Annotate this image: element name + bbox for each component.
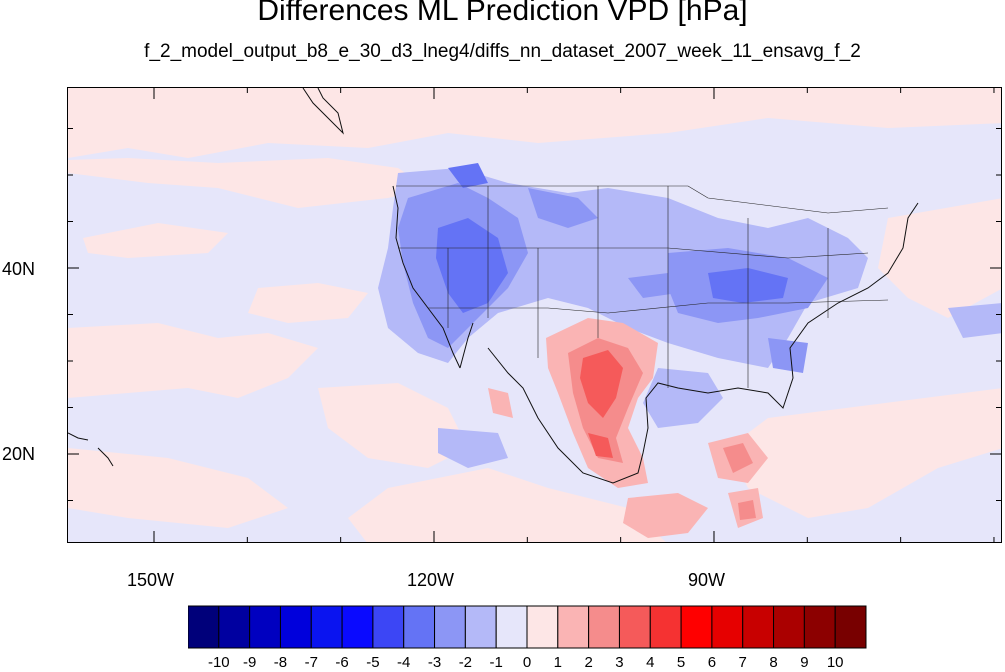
light-red-regions	[68, 88, 1001, 542]
colorbar-tick-label: -2	[458, 654, 473, 671]
colorbar-tick-label: 8	[769, 654, 778, 671]
colorbar	[188, 605, 867, 649]
map-title: Differences ML Prediction VPD [hPa]	[257, 0, 748, 27]
colorbar-tick-label: -4	[397, 654, 411, 671]
lon-label-150w: 150W	[127, 570, 175, 590]
colorbar-box	[649, 605, 682, 649]
colorbar-tick-label: -1	[489, 654, 503, 671]
colorbar-box	[557, 605, 590, 649]
colorbar-tick-label: 7	[738, 654, 747, 671]
coastlines	[68, 88, 919, 484]
colorbar-box	[403, 605, 436, 649]
colorbar-tick-label: -6	[335, 654, 349, 671]
map-plot-area	[67, 87, 1002, 543]
colorbar-tick-label: 9	[800, 654, 809, 671]
colorbar-tick-label: 0	[522, 654, 532, 671]
colorbar-tick-label: 10	[826, 654, 844, 671]
colorbar-tick-label: 2	[584, 654, 593, 671]
colorbar-tick-label: -5	[366, 654, 380, 671]
colorbar-tick-label: 6	[707, 654, 717, 671]
colorbar-tick-label: -7	[304, 654, 318, 671]
colorbar-tick-label: -3	[427, 654, 442, 671]
colorbar-box	[773, 605, 805, 649]
lon-label-120w: 120W	[407, 570, 455, 590]
colorbar-box	[618, 605, 651, 649]
colorbar-box	[310, 605, 343, 649]
colorbar-box	[495, 605, 528, 649]
colorbar-tick-label: 1	[553, 654, 562, 671]
colorbar-box	[218, 605, 251, 649]
colorbar-box	[188, 605, 220, 649]
lat-label-40n: 40N	[2, 259, 36, 279]
state-boundaries	[396, 185, 889, 388]
colorbar-box	[464, 605, 497, 649]
colorbar-box	[249, 605, 281, 649]
colorbar-box	[803, 605, 836, 649]
colorbar-tick-label: -9	[242, 654, 257, 671]
colorbar-tick-label: -8	[273, 654, 288, 671]
colorbar-box	[680, 605, 713, 649]
colorbar-box	[742, 605, 775, 649]
lon-label-90w: 90W	[688, 570, 726, 590]
colorbar-box	[834, 605, 867, 649]
colorbar-box	[341, 605, 374, 649]
colorbar-box	[372, 605, 405, 649]
colorbar-box	[711, 605, 744, 649]
colorbar-tick-label: 5	[676, 654, 686, 671]
colorbar-box	[526, 605, 559, 649]
anomaly-map	[68, 88, 1001, 542]
colorbar-tick-label: 3	[615, 654, 624, 671]
red-anomaly-strong	[580, 350, 623, 458]
colorbar-box	[434, 605, 466, 649]
colorbar-box	[588, 605, 620, 649]
colorbar-tick-label: 4	[646, 654, 655, 671]
colorbar-tick-label: -10	[207, 654, 230, 671]
map-subtitle: f_2_model_output_b8_e_30_d3_lneg4/diffs_…	[144, 41, 861, 62]
lat-label-20n: 20N	[2, 444, 36, 464]
colorbar-box	[279, 605, 312, 649]
